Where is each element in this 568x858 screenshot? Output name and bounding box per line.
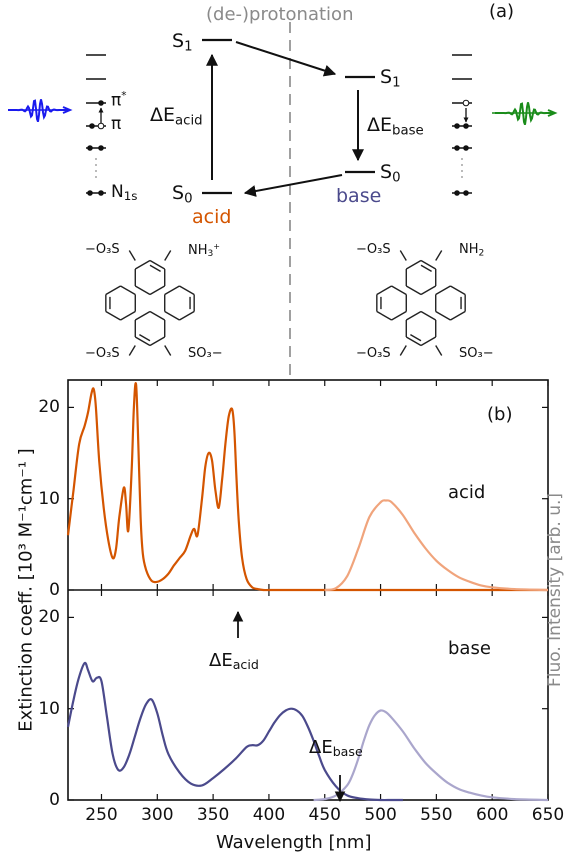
y-tick-label: 20	[38, 607, 60, 628]
x-tick-label: 400	[252, 805, 286, 825]
x-tick-label: 450	[308, 805, 341, 825]
emitted-xray-icon	[492, 102, 558, 126]
y-axis-label: Extinction coeff. [10³ M⁻¹cm⁻¹ ]	[15, 448, 37, 732]
y-tick-label: 0	[49, 790, 60, 810]
base-label: base	[336, 185, 382, 207]
x-tick-label: 650	[531, 805, 565, 825]
s0-base-label: S0	[380, 161, 401, 186]
acid-so3-top-left: −O₃S	[85, 242, 120, 257]
structure-base	[376, 250, 466, 356]
y-tick-label: 10	[38, 698, 60, 719]
incoming-xray-icon	[8, 99, 73, 123]
s1-base-label: S1	[380, 66, 401, 91]
y-tick-label: 0	[49, 580, 60, 600]
acid-so3-bottom-left: −O₃S	[85, 346, 120, 361]
mo-electrons-acid	[87, 100, 105, 196]
pi-label: π	[111, 114, 122, 134]
base-so3-top-left: −O₃S	[356, 242, 391, 257]
acid-label: acid	[192, 206, 232, 228]
delta-e-base-label: ΔEbase	[367, 114, 424, 139]
structure-acid	[105, 250, 195, 356]
panel-a-label: (a)	[489, 1, 515, 22]
base-fluorescence-curve	[313, 709, 549, 802]
base-so3-bottom-left: −O₃S	[356, 346, 391, 361]
acid-nh3-label: NH3+	[188, 242, 221, 260]
mo-diagram-base	[452, 54, 472, 194]
base-absorption-curve	[66, 661, 403, 802]
n1s-label: N1s	[111, 182, 138, 203]
acid-so3-bottom-right: SO₃−	[188, 346, 223, 361]
spectra	[66, 382, 549, 802]
y2-axis-label: Fluo. Intensity [arb. u.]	[545, 492, 565, 688]
x-tick-label: 250	[85, 805, 118, 825]
x-tick-label: 300	[141, 805, 174, 825]
delta-e-acid-label: ΔEacid	[150, 104, 203, 129]
acid-fluorescence-curve	[324, 499, 549, 592]
acid-absorption-curve	[66, 382, 548, 592]
y-tick-label: 10	[38, 488, 60, 509]
base-so3-bottom-right: SO₃−	[459, 346, 494, 361]
s1-acid-label: S1	[172, 30, 193, 55]
base-series-label: base	[448, 638, 491, 659]
acid-series-label: acid	[448, 482, 486, 503]
delta-acid-annotation: ΔEacid	[209, 650, 259, 673]
excited-deprotonation-arrow	[235, 41, 337, 77]
ground-reprotonation-arrow	[243, 174, 343, 197]
protonation-label: (de-)protonation	[206, 4, 354, 25]
x-tick-label: 350	[196, 805, 230, 825]
pi-star-label: π*	[111, 90, 127, 111]
base-nh2-label: NH2	[459, 242, 485, 259]
x-tick-label: 550	[420, 805, 453, 825]
x-tick-label: 600	[475, 805, 509, 825]
panel-b-label: (b)	[487, 404, 513, 425]
mo-electrons-base	[454, 99, 470, 196]
s0-acid-label: S0	[172, 182, 193, 207]
y-tick-label: 20	[38, 397, 60, 418]
x-tick-label: 500	[364, 805, 397, 825]
delta-base-annotation: ΔEbase	[309, 737, 363, 760]
x-axis-label: Wavelength [nm]	[216, 832, 372, 853]
